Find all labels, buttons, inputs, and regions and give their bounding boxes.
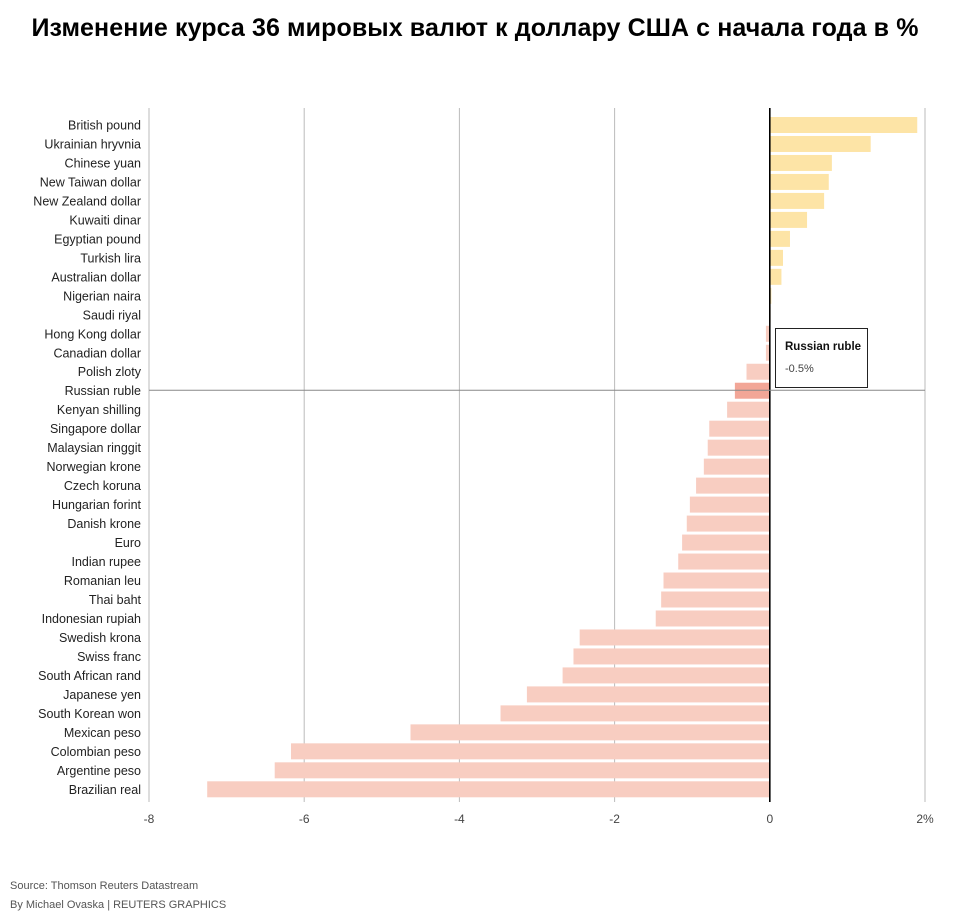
category-label: Indian rupee [71, 555, 141, 569]
bar[interactable] [663, 572, 770, 589]
bar[interactable] [769, 211, 808, 228]
bar[interactable] [769, 117, 918, 133]
chart-title: Изменение курса 36 мировых валют к долла… [31, 14, 919, 42]
category-label: Czech koruna [64, 479, 141, 493]
category-label: Saudi riyal [83, 308, 141, 322]
bar[interactable] [727, 401, 770, 418]
bar[interactable] [765, 344, 770, 361]
category-label: Ukrainian hryvnia [44, 137, 141, 151]
source-note: Source: Thomson Reuters Datastream [10, 880, 199, 892]
category-label: Indonesian rupiah [42, 612, 141, 626]
bar[interactable] [769, 268, 782, 285]
bar[interactable] [769, 173, 829, 190]
bar[interactable] [769, 230, 790, 247]
bar[interactable] [661, 591, 770, 608]
category-label: New Zealand dollar [33, 194, 141, 208]
bar[interactable] [746, 363, 770, 380]
category-label: Hungarian forint [52, 498, 141, 512]
category-label: Brazilian real [69, 783, 141, 797]
bar[interactable] [678, 553, 770, 570]
bar[interactable] [500, 705, 770, 722]
category-label: Singapore dollar [50, 422, 141, 436]
bars [207, 117, 918, 798]
credit-note: By Michael Ovaska | REUTERS GRAPHICS [10, 899, 227, 911]
x-tick-label: 2% [916, 812, 934, 826]
category-label: Malaysian ringgit [47, 441, 141, 455]
bar[interactable] [562, 667, 770, 684]
x-tick-label: 0 [766, 812, 773, 826]
bar[interactable] [709, 420, 770, 437]
category-label: Colombian peso [51, 745, 141, 759]
category-label: Kuwaiti dinar [69, 213, 141, 227]
category-label: Argentine peso [57, 764, 141, 778]
bar[interactable] [769, 192, 825, 209]
category-label: Euro [115, 536, 141, 550]
bar[interactable] [769, 154, 832, 171]
x-tick-label: -4 [454, 812, 465, 826]
category-label: Kenyan shilling [57, 403, 141, 417]
category-label: Swedish krona [59, 631, 141, 645]
x-tick-label: -6 [299, 812, 310, 826]
bar[interactable] [274, 762, 770, 779]
bar[interactable] [682, 534, 770, 551]
grid-lines [148, 108, 926, 802]
category-label: Thai baht [89, 593, 142, 607]
category-label: Chinese yuan [65, 156, 141, 170]
bar[interactable] [526, 686, 770, 703]
bar[interactable] [291, 743, 770, 760]
tooltip-name: Russian ruble [785, 341, 862, 353]
category-label: Japanese yen [63, 688, 141, 702]
category-label: British pound [68, 119, 141, 133]
category-label: Mexican peso [64, 726, 141, 740]
bar[interactable] [689, 496, 770, 513]
category-label: South African rand [38, 669, 141, 683]
x-tick-label: -8 [144, 812, 155, 826]
category-label: Egyptian pound [54, 232, 141, 246]
bar[interactable] [765, 325, 770, 342]
bar[interactable] [686, 515, 770, 532]
category-label: Canadian dollar [53, 346, 141, 360]
bar[interactable] [655, 610, 770, 627]
x-axis-ticks: -8 -6 -4 -2 0 2% [144, 812, 934, 826]
tooltip: Russian ruble -0.5% [775, 328, 868, 388]
category-label: Russian ruble [65, 384, 141, 398]
bar[interactable] [573, 648, 770, 665]
bar[interactable] [207, 781, 770, 798]
bar[interactable] [696, 477, 770, 494]
category-label: Norwegian krone [47, 460, 142, 474]
category-label: Swiss franc [77, 650, 141, 664]
bar[interactable] [769, 135, 871, 152]
tooltip-value: -0.5% [785, 363, 814, 375]
x-tick-label: -2 [609, 812, 620, 826]
bar[interactable] [769, 249, 783, 266]
category-label: Hong Kong dollar [44, 327, 141, 341]
bar[interactable] [707, 439, 770, 456]
category-label: Turkish lira [80, 251, 141, 265]
highlight-overlay [149, 108, 925, 802]
category-label: Nigerian naira [63, 289, 141, 303]
category-label: New Taiwan dollar [40, 175, 141, 189]
category-label: Polish zloty [78, 365, 142, 379]
category-label: South Korean won [38, 707, 141, 721]
category-label: Danish krone [67, 517, 141, 531]
category-label: Australian dollar [51, 270, 141, 284]
bar[interactable] [703, 458, 770, 475]
bar[interactable] [579, 629, 770, 646]
category-labels: British pound Ukrainian hryvnia Chinese yu… [33, 119, 141, 797]
category-label: Romanian leu [64, 574, 141, 588]
bar[interactable] [410, 724, 770, 741]
